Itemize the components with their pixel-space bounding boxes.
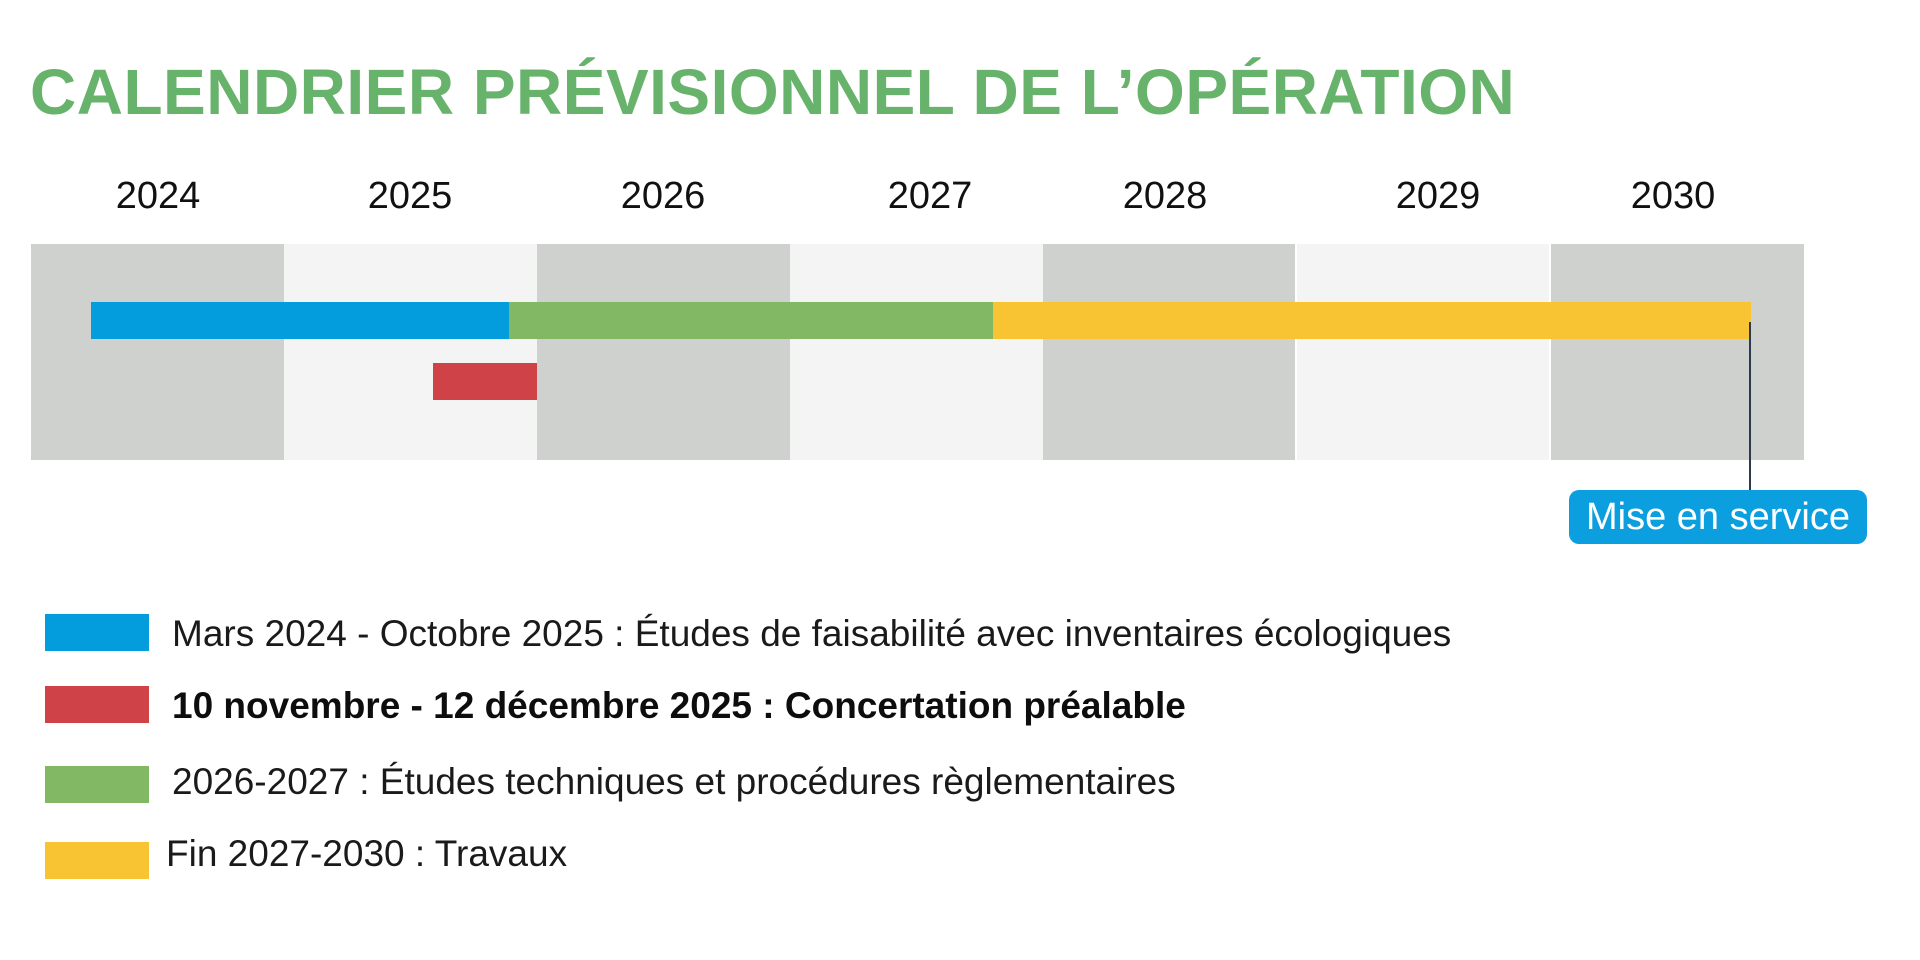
year-label-2025: 2025 [367, 175, 453, 217]
year-column-2029 [1297, 244, 1549, 460]
legend-item-travaux: Fin 2027-2030 : Travaux [166, 833, 568, 874]
legend-item-etudes-faisabilite: Mars 2024 - Octobre 2025 : Études de fai… [172, 613, 1452, 654]
year-label-2028: 2028 [1122, 175, 1208, 217]
phase-bar-etudes-faisabilite [91, 302, 509, 339]
year-label-2029: 2029 [1395, 175, 1481, 217]
phase-bar-etudes-techniques [509, 302, 993, 339]
year-label-2027: 2027 [887, 175, 973, 217]
year-label-2030: 2030 [1630, 175, 1716, 217]
page-title: CALENDRIER PRÉVISIONNEL DE L’OPÉRATION [30, 56, 1516, 128]
phase-bar-concertation [433, 363, 537, 400]
year-column-2027 [790, 244, 1043, 460]
legend-swatch-yellow [45, 842, 149, 879]
year-label-2026: 2026 [620, 175, 706, 217]
legend-item-etudes-techniques: 2026-2027 : Études techniques et procédu… [172, 761, 1176, 802]
legend-swatch-red [45, 686, 149, 723]
legend-swatch-green [45, 766, 149, 803]
year-label-2024: 2024 [115, 175, 201, 217]
year-column-2026 [537, 244, 790, 460]
phase-bar-travaux [993, 302, 1751, 339]
year-column-2025 [284, 244, 537, 460]
legend-item-concertation: 10 novembre - 12 décembre 2025 : Concert… [172, 685, 1186, 726]
legend-swatch-blue [45, 614, 149, 651]
milestone-badge: Mise en service [1569, 490, 1867, 544]
year-column-2030 [1551, 244, 1804, 460]
year-column-2028 [1043, 244, 1295, 460]
year-column-2024 [31, 244, 284, 460]
milestone-leader-line [1749, 322, 1751, 492]
